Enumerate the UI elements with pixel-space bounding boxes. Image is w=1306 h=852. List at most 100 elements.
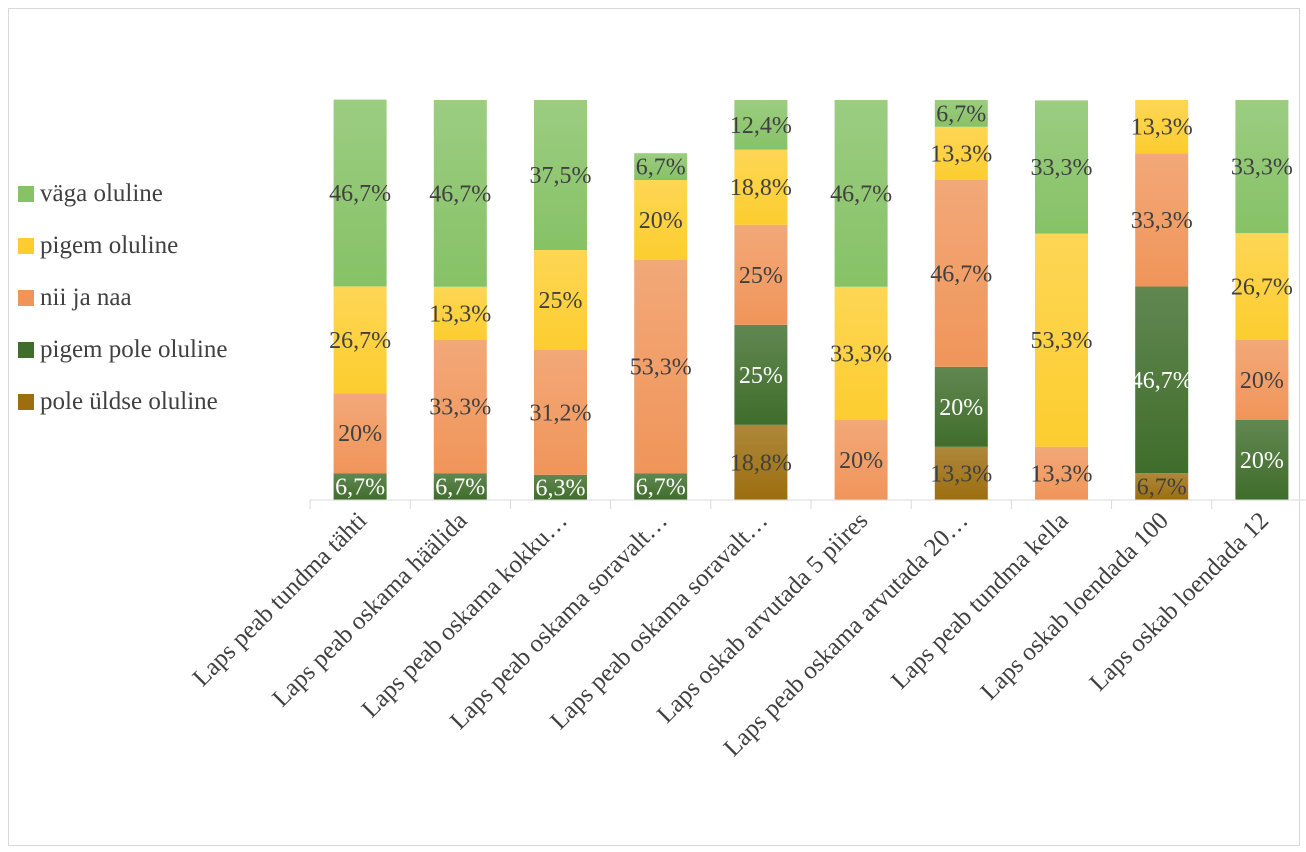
data-label-nii-ja-naa-1: 20% xyxy=(338,421,382,447)
bar-segment-vaga-oluline-7 xyxy=(934,100,988,127)
data-label-nii-ja-naa-6: 20% xyxy=(839,448,883,474)
bar-segment-nii-ja-naa-7 xyxy=(934,180,988,367)
legend-label: väga oluline xyxy=(40,180,163,207)
data-label-nii-ja-naa-5: 25% xyxy=(739,263,783,289)
data-label-pigem-oluline-7: 13,3% xyxy=(930,141,992,167)
legend-label: pole üldse oluline xyxy=(40,388,218,415)
data-label-vaga-oluline-4: 6,7% xyxy=(636,155,686,181)
bar-stack-4 xyxy=(634,153,688,500)
data-label-nii-ja-naa-3: 31,2% xyxy=(530,400,592,426)
data-label-pigem-oluline-5: 18,8% xyxy=(730,175,792,201)
bar-segment-nii-ja-naa-4 xyxy=(634,260,688,474)
legend-swatch xyxy=(18,238,34,254)
x-tick-label-2: Laps peab oskama häälida xyxy=(267,507,472,712)
bar-segment-nii-ja-naa-8 xyxy=(1035,446,1088,500)
data-label-nii-ja-naa-8: 13,3% xyxy=(1031,461,1093,487)
x-tick-label-9: Laps oskab loendada 100 xyxy=(976,507,1174,705)
bar-segment-pigem-oluline-5 xyxy=(734,149,788,225)
legend-swatch xyxy=(18,290,34,306)
data-label-pigem-oluline-3: 25% xyxy=(539,288,583,314)
x-tick-label-4: Laps peab oskama soravalt… xyxy=(445,507,673,735)
data-label-pigem-pole-oluline-10: 20% xyxy=(1240,448,1284,474)
bar-segment-pole-uldse-oluline-9 xyxy=(1135,473,1189,500)
bar-segment-nii-ja-naa-6 xyxy=(834,420,888,500)
bar-segment-pigem-oluline-9 xyxy=(1135,100,1189,154)
bar-segment-pigem-oluline-6 xyxy=(834,286,888,420)
bar-segment-nii-ja-naa-1 xyxy=(333,393,387,474)
bar-stack-8 xyxy=(1035,100,1088,500)
segment-labels: 6,7% 20% 26,7% 46,7% 6,7% 33,3% 13,3% 46,7% 6,3%… xyxy=(329,101,1293,501)
bar-segment-vaga-oluline-4 xyxy=(634,153,688,180)
x-tick-label-1: Laps peab tundma tähti xyxy=(188,507,373,692)
bar-segment-pigem-oluline-2 xyxy=(433,286,487,340)
data-label-vaga-oluline-1: 46,7% xyxy=(329,181,391,207)
bar-segment-pigem-pole-oluline-10 xyxy=(1235,420,1289,500)
data-label-pigem-oluline-1: 26,7% xyxy=(329,328,391,354)
data-label-vaga-oluline-5: 12,4% xyxy=(730,113,792,139)
data-label-pigem-pole-oluline-3: 6,3% xyxy=(536,475,586,501)
data-label-vaga-oluline-2: 46,7% xyxy=(429,181,491,207)
x-tick-label-3: Laps peab oskama kokku… xyxy=(357,507,573,723)
legend-item-pole-uldse-oluline: pole üldse oluline xyxy=(18,376,227,428)
bar-stack-9 xyxy=(1135,100,1189,500)
bar-segment-pigem-pole-oluline-9 xyxy=(1135,286,1189,474)
bar-segment-pole-uldse-oluline-7 xyxy=(934,446,988,500)
legend-label: nii ja naa xyxy=(40,284,132,311)
data-label-pigem-oluline-4: 20% xyxy=(639,208,683,234)
data-label-pigem-pole-oluline-2: 6,7% xyxy=(435,475,485,501)
bar-stack-2 xyxy=(433,100,487,500)
bar-segment-vaga-oluline-5 xyxy=(734,100,788,150)
data-label-pigem-oluline-6: 33,3% xyxy=(830,341,892,367)
bar-segment-vaga-oluline-8 xyxy=(1035,100,1088,234)
bar-segment-vaga-oluline-10 xyxy=(1235,100,1289,234)
bar-segment-pigem-pole-oluline-2 xyxy=(433,473,487,500)
legend-swatch xyxy=(18,186,34,202)
x-tick-label-6: Laps oskab arvutada 5 piires xyxy=(652,507,873,728)
bar-segment-pigem-oluline-7 xyxy=(934,126,988,180)
data-label-pole-uldse-oluline-7: 13,3% xyxy=(930,461,992,487)
x-tick-label-5: Laps peab oskama soravalt… xyxy=(545,507,773,735)
bar-segment-pigem-pole-oluline-5 xyxy=(734,324,788,425)
data-label-nii-ja-naa-9: 33,3% xyxy=(1131,208,1193,234)
bar-segment-pigem-pole-oluline-1 xyxy=(333,473,387,500)
data-label-vaga-oluline-3: 37,5% xyxy=(530,163,592,189)
x-tick-label-10: Laps oskab loendada 12 xyxy=(1085,507,1274,696)
bar-segment-nii-ja-naa-10 xyxy=(1235,340,1289,420)
x-tick-label-8: Laps peab tundma kella xyxy=(886,507,1073,694)
bar-segment-pigem-oluline-10 xyxy=(1235,233,1289,340)
legend-item-pigem-oluline: pigem oluline xyxy=(18,220,227,272)
bar-segment-pole-uldse-oluline-5 xyxy=(734,424,788,500)
data-label-pigem-oluline-9: 13,3% xyxy=(1131,115,1193,141)
bar-segment-vaga-oluline-1 xyxy=(333,99,387,287)
bar-segment-pigem-pole-oluline-4 xyxy=(634,473,688,500)
data-label-pigem-pole-oluline-4: 6,7% xyxy=(636,475,686,501)
data-label-pigem-pole-oluline-5: 25% xyxy=(739,363,783,389)
data-label-pigem-oluline-2: 13,3% xyxy=(429,301,491,327)
data-label-pigem-oluline-10: 26,7% xyxy=(1231,275,1293,301)
bar-segment-pigem-oluline-1 xyxy=(333,286,387,394)
bar-segment-nii-ja-naa-3 xyxy=(534,350,587,475)
data-label-nii-ja-naa-10: 20% xyxy=(1240,368,1284,394)
legend-item-nii-ja-naa: nii ja naa xyxy=(18,272,227,324)
data-label-nii-ja-naa-2: 33,3% xyxy=(429,395,491,421)
bar-stack-1 xyxy=(333,99,387,500)
data-label-pigem-pole-oluline-1: 6,7% xyxy=(335,475,385,501)
data-label-pigem-pole-oluline-7: 20% xyxy=(939,395,983,421)
bar-segment-vaga-oluline-3 xyxy=(534,100,587,250)
bar-segment-pigem-oluline-3 xyxy=(534,250,587,350)
legend-item-vaga-oluline: väga oluline xyxy=(18,168,227,220)
bar-segment-pigem-oluline-8 xyxy=(1035,233,1088,447)
bar-stack-7 xyxy=(934,100,988,500)
data-label-vaga-oluline-7: 6,7% xyxy=(936,101,986,127)
legend-item-pigem-pole-oluline: pigem pole oluline xyxy=(18,324,227,376)
bar-segment-nii-ja-naa-9 xyxy=(1135,153,1189,287)
data-label-pigem-pole-oluline-9: 46,7% xyxy=(1131,368,1193,394)
legend-label: pigem oluline xyxy=(40,232,179,259)
bar-segment-pigem-pole-oluline-7 xyxy=(934,366,988,447)
data-label-vaga-oluline-10: 33,3% xyxy=(1231,155,1293,181)
bar-segment-vaga-oluline-2 xyxy=(433,100,487,287)
chart-legend: väga oluline pigem oluline nii ja naa pigem… xyxy=(18,168,227,428)
bar-segment-nii-ja-naa-2 xyxy=(433,340,487,474)
data-label-nii-ja-naa-7: 46,7% xyxy=(930,261,992,287)
